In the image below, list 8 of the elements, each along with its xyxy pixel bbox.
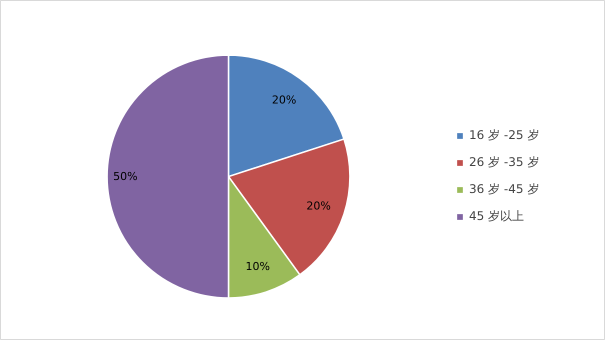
data-label: 20%	[272, 93, 296, 106]
data-label: 50%	[113, 170, 138, 184]
legend-label: 26 岁 -35 岁	[469, 154, 540, 171]
data-label: 10%	[246, 260, 270, 274]
legend-label: 36 岁 -45 岁	[469, 181, 540, 198]
legend-label: 45 岁以上	[469, 208, 524, 225]
legend-label: 16 岁 -25 岁	[469, 127, 540, 144]
data-label: 20%	[306, 199, 331, 212]
